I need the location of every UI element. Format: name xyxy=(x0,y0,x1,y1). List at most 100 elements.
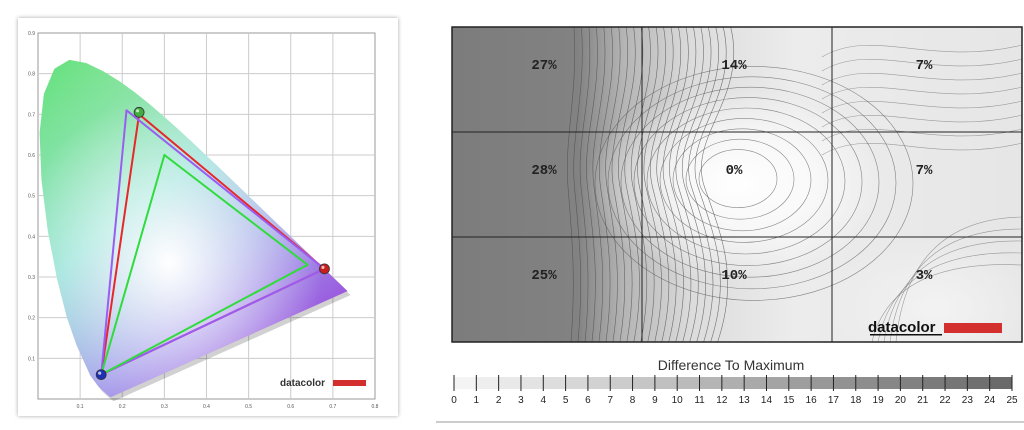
contour-line xyxy=(821,114,1022,128)
legend-tick-label: 10 xyxy=(672,395,684,406)
datacolor-logo: datacolor xyxy=(280,378,366,389)
y-tick-label: 0.1 xyxy=(28,356,35,362)
legend-tick-label: 3 xyxy=(518,395,524,406)
legend-swatch xyxy=(677,377,700,389)
contour-line xyxy=(611,27,629,342)
contour-line xyxy=(821,86,1022,100)
contour-line xyxy=(579,27,591,342)
legend-tick-label: 22 xyxy=(939,395,951,406)
legend-tick-label: 6 xyxy=(585,395,591,406)
heatmap-cell-label: 28% xyxy=(531,163,557,179)
contour-line xyxy=(701,27,735,342)
legend-swatch xyxy=(967,377,990,389)
y-tick-label: 0.5 xyxy=(28,194,35,200)
legend-tick-label: 14 xyxy=(761,395,773,406)
y-tick-label: 0.4 xyxy=(28,234,35,240)
legend-tick-label: 19 xyxy=(873,395,885,406)
x-tick-label: 0.3 xyxy=(161,404,168,410)
legend-tick-label: 12 xyxy=(716,395,728,406)
contour-line xyxy=(598,27,613,342)
legend-swatch xyxy=(878,377,901,389)
contour-line xyxy=(618,27,636,342)
heatmap-cell-label: 25% xyxy=(531,268,557,284)
x-tick-label: 0.4 xyxy=(203,404,210,410)
y-tick-label: 0.3 xyxy=(28,275,35,281)
primary-marker-highlight xyxy=(136,109,140,113)
legend-tick-label: 7 xyxy=(607,395,613,406)
contour-line xyxy=(821,58,1022,72)
datacolor-logo-underline xyxy=(870,334,942,336)
legend-tick-label: 4 xyxy=(540,395,546,406)
contour-line xyxy=(586,27,598,342)
legend-swatch xyxy=(989,377,1012,389)
contour-line xyxy=(643,27,666,342)
contour-line xyxy=(630,27,651,342)
legend-swatch xyxy=(699,377,722,389)
legend-swatch xyxy=(587,377,611,389)
legend-tick-label: 24 xyxy=(984,395,996,406)
contour-line xyxy=(662,27,689,342)
legend-tick-label: 20 xyxy=(895,395,907,406)
primary-marker-1 xyxy=(319,263,330,275)
primary-marker-0 xyxy=(133,106,145,118)
primary-marker-highlight xyxy=(321,265,325,269)
contour-line xyxy=(646,107,846,255)
x-tick-label: 0.6 xyxy=(287,404,294,410)
y-tick-label: 0.2 xyxy=(28,316,35,322)
contour-line xyxy=(821,72,1022,86)
legend-swatch xyxy=(543,377,566,389)
datacolor-logo-text: datacolor xyxy=(868,319,936,336)
legend-tick-label: 21 xyxy=(917,395,929,406)
legend-tick-label: 23 xyxy=(962,395,974,406)
primary-marker-highlight xyxy=(98,371,102,375)
contour-line xyxy=(877,252,1022,342)
contour-line xyxy=(573,27,583,342)
contour-line xyxy=(675,27,704,342)
contour-line xyxy=(594,66,914,301)
legend-swatch xyxy=(766,377,789,389)
contour-line xyxy=(685,138,795,220)
contour-line xyxy=(895,216,1022,342)
primary-marker-2 xyxy=(95,369,107,381)
legend-tick-label: 2 xyxy=(496,395,502,406)
contour-line xyxy=(821,142,1022,156)
contour-line xyxy=(821,100,1022,114)
contour-line xyxy=(567,27,575,342)
contour-line xyxy=(620,86,880,278)
legend-swatch xyxy=(654,377,678,389)
contour-line xyxy=(669,27,697,342)
y-tick-label: 0.8 xyxy=(28,72,35,78)
contour-line xyxy=(607,76,897,290)
contour-line xyxy=(633,97,863,266)
x-tick-label: 0.1 xyxy=(77,404,84,410)
legend-swatch xyxy=(498,377,521,389)
heatmap-cell-label: 0% xyxy=(726,163,743,179)
legend-tick-label: 0 xyxy=(451,395,457,406)
heatmap-cell-label: 10% xyxy=(721,268,747,284)
legend-tick-label: 11 xyxy=(694,395,705,406)
legend-swatch xyxy=(632,377,655,389)
heatmap-bright-region-lower xyxy=(826,238,1022,342)
legend-swatch xyxy=(610,377,633,389)
legend-swatch xyxy=(855,377,879,389)
gamut-triangle-1 xyxy=(100,109,326,376)
legend-swatch xyxy=(833,377,856,389)
legend-swatch xyxy=(565,377,588,389)
uniformity-panel: 27% 14% 7% 28% 0% 7% 25% 10% 3% datacolor Differen… xyxy=(436,18,1024,428)
contour-line xyxy=(624,27,644,342)
x-tick-label: 0.5 xyxy=(245,404,252,410)
x-tick-label: 0.2 xyxy=(119,404,126,410)
contour-line xyxy=(592,27,606,342)
datacolor-logo-text: datacolor xyxy=(280,378,325,389)
heatmap-cell-label: 14% xyxy=(721,58,747,74)
legend-swatch xyxy=(900,377,923,389)
legend-swatch xyxy=(744,377,767,389)
heatmap-cell-label: 27% xyxy=(531,58,557,74)
legend-swatch xyxy=(454,377,477,389)
contour-line xyxy=(656,27,682,342)
legend-tick-label: 1 xyxy=(474,395,480,406)
legend-tick-label: 16 xyxy=(806,395,818,406)
legend-swatch xyxy=(811,377,834,389)
contour-line xyxy=(659,118,829,243)
uniformity-heatmap-chart: 27% 14% 7% 28% 0% 7% 25% 10% 3% datacolor Differen… xyxy=(436,26,1024,423)
